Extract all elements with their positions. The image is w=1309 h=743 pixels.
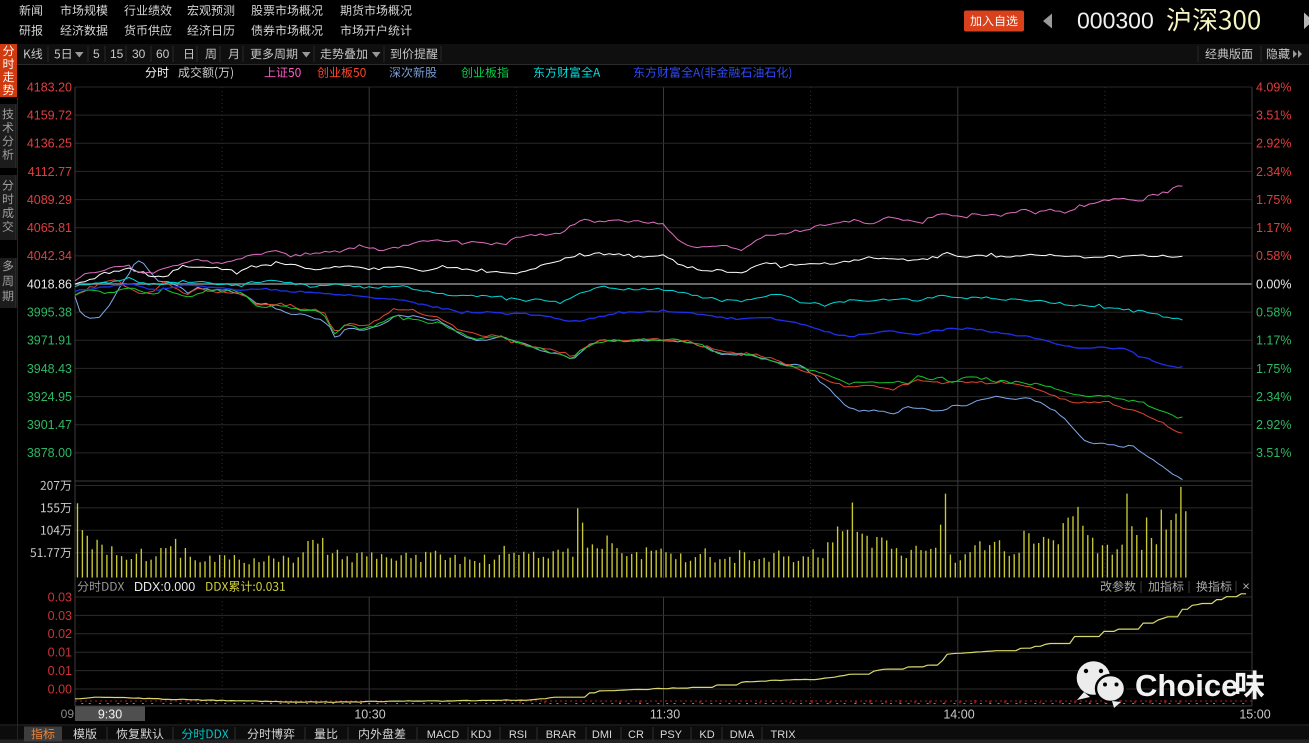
svg-text:4159.72: 4159.72 <box>27 109 72 123</box>
svg-text:3924.95: 3924.95 <box>27 390 72 404</box>
svg-text:15:00: 15:00 <box>1239 707 1270 721</box>
svg-text:14:00: 14:00 <box>943 707 974 721</box>
svg-text:0.03: 0.03 <box>48 590 72 604</box>
svg-text:09: 09 <box>61 707 75 721</box>
svg-text:×: × <box>1242 579 1250 594</box>
svg-text:10:30: 10:30 <box>354 707 385 721</box>
svg-text:4183.20: 4183.20 <box>27 80 72 94</box>
svg-text:000300: 000300 <box>1077 8 1154 34</box>
svg-text:MACD: MACD <box>427 729 459 741</box>
svg-text:RSI: RSI <box>509 729 527 741</box>
svg-text:3.51%: 3.51% <box>1256 446 1291 460</box>
svg-text:60: 60 <box>156 47 170 61</box>
svg-text:9:30: 9:30 <box>98 707 122 721</box>
svg-text:2.92%: 2.92% <box>1256 418 1291 432</box>
svg-text:0.58%: 0.58% <box>1256 306 1291 320</box>
svg-text:4.09%: 4.09% <box>1256 80 1291 94</box>
svg-text:0.58%: 0.58% <box>1256 249 1291 263</box>
svg-text:0.03: 0.03 <box>48 609 72 623</box>
svg-text:BRAR: BRAR <box>546 729 577 741</box>
svg-text:KDJ: KDJ <box>471 729 492 741</box>
svg-text:0.01: 0.01 <box>48 664 72 678</box>
svg-text:4136.25: 4136.25 <box>27 137 72 151</box>
svg-text:DDX:0.000: DDX:0.000 <box>134 580 195 594</box>
svg-text:3971.91: 3971.91 <box>27 334 72 348</box>
svg-text:0.00: 0.00 <box>48 682 72 696</box>
svg-text:DMA: DMA <box>730 729 755 741</box>
svg-text:0.01: 0.01 <box>48 646 72 660</box>
svg-text:3878.00: 3878.00 <box>27 446 72 460</box>
svg-text:3995.38: 3995.38 <box>27 306 72 320</box>
svg-text:4065.81: 4065.81 <box>27 221 72 235</box>
svg-text:3.51%: 3.51% <box>1256 109 1291 123</box>
svg-text:CR: CR <box>628 729 644 741</box>
svg-text:2.92%: 2.92% <box>1256 137 1291 151</box>
svg-text:4042.34: 4042.34 <box>27 249 72 263</box>
svg-text:3901.47: 3901.47 <box>27 418 72 432</box>
svg-text:2.34%: 2.34% <box>1256 165 1291 179</box>
svg-text:4089.29: 4089.29 <box>27 193 72 207</box>
svg-text:DMI: DMI <box>592 729 612 741</box>
svg-text:11:30: 11:30 <box>650 707 680 721</box>
svg-text:1.75%: 1.75% <box>1256 362 1291 376</box>
svg-text:3948.43: 3948.43 <box>27 362 72 376</box>
svg-text:TRIX: TRIX <box>770 729 796 741</box>
svg-text:1.17%: 1.17% <box>1256 334 1291 348</box>
svg-text:0.00%: 0.00% <box>1256 277 1291 291</box>
svg-text:2.34%: 2.34% <box>1256 390 1291 404</box>
svg-text:Choice: Choice <box>1135 668 1238 703</box>
svg-text:PSY: PSY <box>660 729 683 741</box>
svg-text:1.17%: 1.17% <box>1256 221 1291 235</box>
svg-text:15: 15 <box>110 47 124 61</box>
svg-text:1.75%: 1.75% <box>1256 193 1291 207</box>
svg-text:4018.86: 4018.86 <box>27 277 72 291</box>
svg-text:4112.77: 4112.77 <box>28 165 72 179</box>
svg-text:KD: KD <box>699 729 714 741</box>
svg-text:0.02: 0.02 <box>48 627 72 641</box>
svg-text:30: 30 <box>132 47 146 61</box>
svg-text:5: 5 <box>93 47 100 61</box>
